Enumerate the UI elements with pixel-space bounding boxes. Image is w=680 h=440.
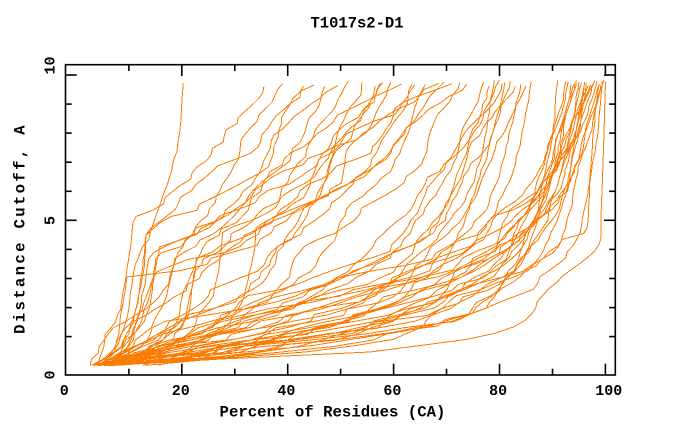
- svg-text:20: 20: [172, 383, 190, 400]
- svg-text:0: 0: [43, 370, 60, 379]
- svg-text:Percent of Residues (CA): Percent of Residues (CA): [220, 404, 446, 422]
- svg-text:80: 80: [489, 383, 507, 400]
- svg-text:0: 0: [60, 383, 69, 400]
- svg-text:10: 10: [43, 56, 60, 74]
- svg-text:60: 60: [383, 383, 401, 400]
- svg-text:5: 5: [43, 216, 60, 225]
- svg-text:100: 100: [595, 383, 622, 400]
- svg-text:40: 40: [277, 383, 295, 400]
- svg-text:T1017s2-D1: T1017s2-D1: [310, 15, 403, 33]
- svg-text:Distance Cutoff, A: Distance Cutoff, A: [12, 123, 30, 334]
